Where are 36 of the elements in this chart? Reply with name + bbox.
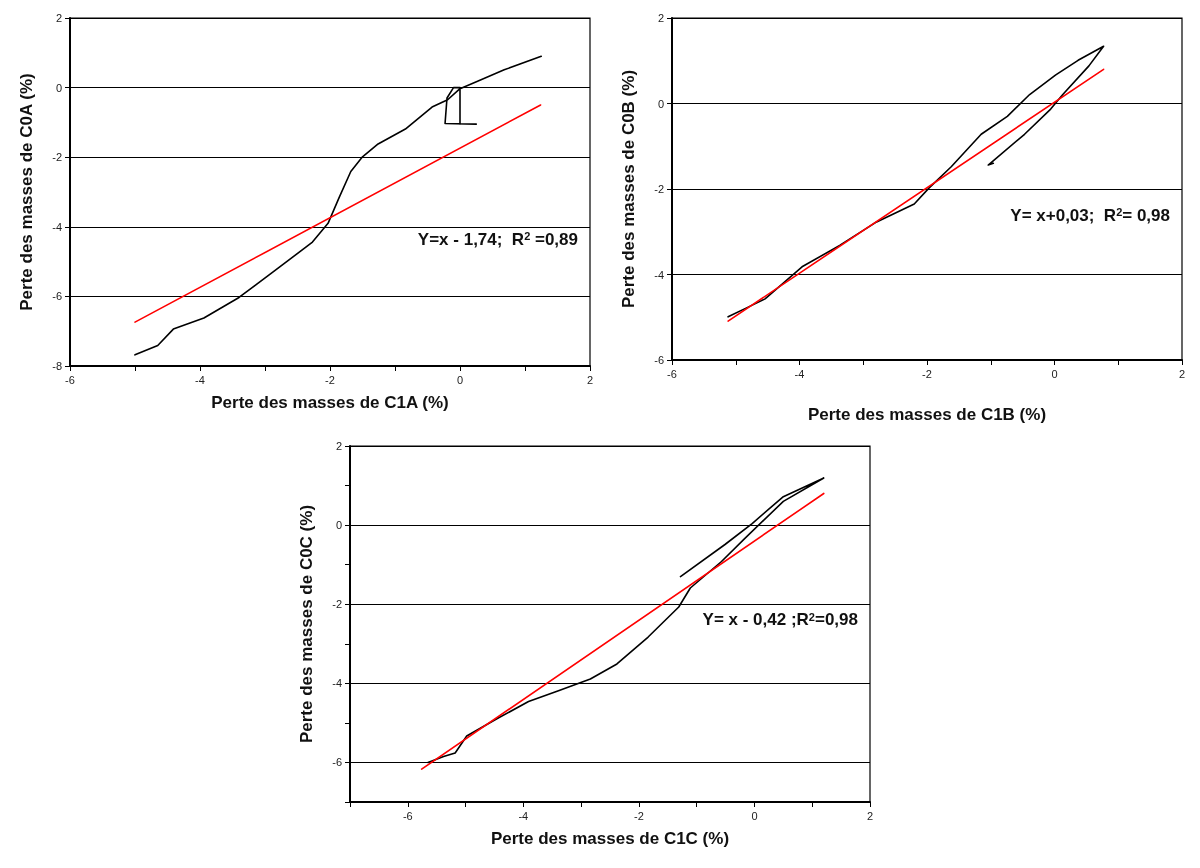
y-axis-title: Perte des masses de C0B (%) (619, 69, 638, 309)
x-tick-label: -4 (794, 367, 805, 380)
x-tick-label: -2 (634, 809, 644, 822)
y-tick-label: -2 (654, 183, 664, 195)
x-tick-label: -4 (518, 809, 529, 822)
x-tick-label: 2 (586, 373, 594, 386)
x-axis-title: Perte des masses de C1C (%) (490, 829, 730, 848)
y-tick-label: -8 (52, 360, 62, 372)
x-tick-label: -2 (922, 367, 932, 380)
x-tick-label: -6 (402, 809, 413, 822)
x-tick-label: 0 (456, 373, 464, 386)
y-tick-label: 2 (55, 12, 62, 24)
y-tick-label: -6 (52, 290, 62, 303)
x-tick-label: -4 (195, 373, 205, 386)
y-tick-label: 0 (657, 97, 664, 110)
y-tick-label: -6 (332, 756, 342, 769)
y-axis-title: Perte des masses de C0A (%) (17, 73, 36, 311)
x-axis-title: Perte des masses de C1A (%) (211, 393, 449, 412)
y-tick-label: -2 (332, 598, 342, 611)
x-tick-label: -6 (667, 367, 677, 380)
x-axis-title: Perte des masses de C1B (%) (807, 405, 1047, 424)
y-tick-label: -4 (52, 220, 62, 233)
x-tick-label: -6 (65, 373, 75, 386)
y-tick-label: -4 (654, 268, 664, 281)
y-axis-title: Perte des masses de C0C (%) (297, 504, 316, 744)
y-tick-label: 2 (335, 440, 342, 452)
y-tick-label: -4 (332, 677, 342, 690)
x-tick-label: 2 (1178, 367, 1186, 380)
y-tick-label: 0 (335, 519, 342, 532)
y-tick-label: 0 (55, 81, 62, 94)
x-tick-label: 0 (1051, 367, 1058, 380)
y-tick-label: -6 (654, 354, 664, 366)
x-tick-label: 0 (751, 809, 758, 822)
y-tick-label: -2 (52, 151, 62, 164)
y-tick-label: 2 (657, 12, 664, 24)
x-tick-label: 2 (866, 809, 874, 822)
